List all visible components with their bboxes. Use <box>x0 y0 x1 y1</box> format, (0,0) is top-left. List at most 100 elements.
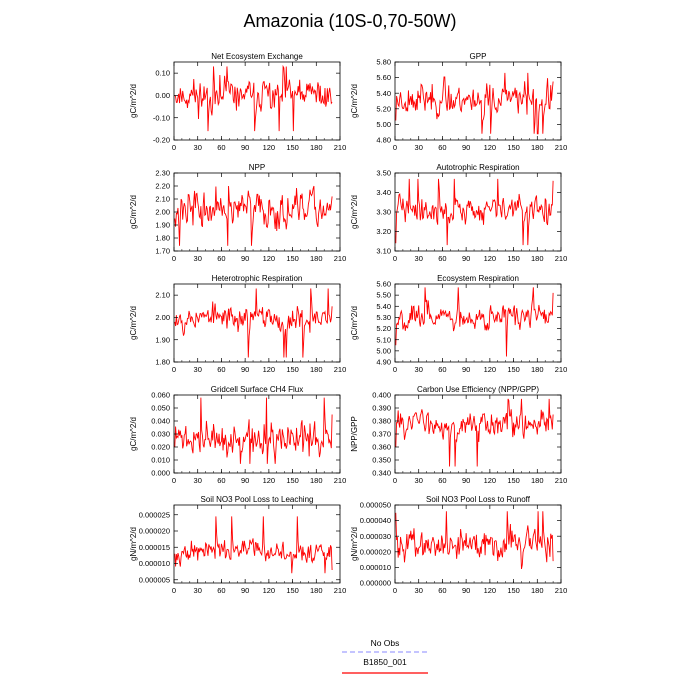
y-axis-label-net-ecosystem-exchange: gC/m^2/d <box>129 84 138 118</box>
y-tick-label-heterotrophic-respiration: 1.80 <box>155 358 170 367</box>
x-tick-label-carbon-use-efficiency-npp-gpp: 0 <box>393 476 397 485</box>
x-tick-label-gpp: 180 <box>531 143 544 152</box>
y-tick-label-carbon-use-efficiency-npp-gpp: 0.360 <box>372 443 391 452</box>
panel-title-net-ecosystem-exchange: Net Ecosystem Exchange <box>211 52 303 61</box>
x-tick-label-soil-no3-pool-loss-to-runoff: 90 <box>462 586 470 595</box>
panel-gpp: GPP gC/m^2/d 0 30 60 90 120 150 180 210 4.80 5.00 5.… <box>350 52 567 152</box>
series-line-b1850-001-net-ecosystem-exchange <box>174 64 333 132</box>
x-tick-label-autotrophic-respiration: 210 <box>555 254 568 263</box>
y-axis-label-heterotrophic-respiration: gC/m^2/d <box>129 306 138 340</box>
x-tick-label-gridcell-surface-ch4-flux: 60 <box>217 476 225 485</box>
y-tick-label-gpp: 5.20 <box>376 104 391 113</box>
x-tick-label-gridcell-surface-ch4-flux: 210 <box>334 476 347 485</box>
y-tick-label-carbon-use-efficiency-npp-gpp: 0.390 <box>372 404 391 413</box>
x-tick-label-carbon-use-efficiency-npp-gpp: 120 <box>484 476 497 485</box>
x-tick-label-npp: 0 <box>172 254 176 263</box>
x-tick-label-soil-no3-pool-loss-to-runoff: 180 <box>531 586 544 595</box>
plot-frame-soil-no3-pool-loss-to-leaching <box>173 504 341 584</box>
x-tick-label-npp: 180 <box>310 254 323 263</box>
y-tick-label-gridcell-surface-ch4-flux: 0.010 <box>151 456 170 465</box>
x-tick-label-autotrophic-respiration: 90 <box>462 254 470 263</box>
x-tick-label-soil-no3-pool-loss-to-runoff: 60 <box>438 586 446 595</box>
series-line-b1850-001-soil-no3-pool-loss-to-leaching <box>174 516 333 574</box>
series-line-b1850-001-carbon-use-efficiency-npp-gpp <box>395 398 554 467</box>
y-tick-label-ecosystem-respiration: 5.60 <box>376 280 391 289</box>
y-tick-label-net-ecosystem-exchange: 0.00 <box>155 91 170 100</box>
series-line-b1850-001-heterotrophic-respiration <box>174 288 333 358</box>
x-tick-label-autotrophic-respiration: 180 <box>531 254 544 263</box>
plot-frame-soil-no3-pool-loss-to-runoff <box>394 504 562 584</box>
series-line-b1850-001-gpp <box>395 72 554 135</box>
x-tick-label-gpp: 90 <box>462 143 470 152</box>
y-tick-label-ecosystem-respiration: 5.40 <box>376 302 391 311</box>
x-tick-label-npp: 210 <box>334 254 347 263</box>
y-tick-label-soil-no3-pool-loss-to-leaching: 0.000015 <box>139 543 170 552</box>
panel-soil-no3-pool-loss-to-runoff: Soil NO3 Pool Loss to Runoff gN/m^2/d 0 30 6… <box>350 495 567 595</box>
y-tick-label-gridcell-surface-ch4-flux: 0.000 <box>151 469 170 478</box>
y-tick-label-ecosystem-respiration: 5.10 <box>376 335 391 344</box>
x-tick-label-gpp: 30 <box>415 143 423 152</box>
x-tick-label-gpp: 120 <box>484 143 497 152</box>
y-tick-label-soil-no3-pool-loss-to-runoff: 0.000000 <box>360 579 391 588</box>
y-tick-label-ecosystem-respiration: 5.00 <box>376 346 391 355</box>
y-axis-label-soil-no3-pool-loss-to-runoff: gN/m^2/d <box>350 527 359 561</box>
y-tick-label-ecosystem-respiration: 5.20 <box>376 324 391 333</box>
y-tick-label-soil-no3-pool-loss-to-leaching: 0.000020 <box>139 527 170 536</box>
panel-title-npp: NPP <box>249 163 265 172</box>
y-tick-label-autotrophic-respiration: 3.20 <box>376 227 391 236</box>
panel-gridcell-surface-ch4-flux: Gridcell Surface CH4 Flux gC/m^2/d 0 30 60 90… <box>129 385 346 485</box>
x-tick-label-heterotrophic-respiration: 120 <box>263 365 276 374</box>
x-tick-label-ecosystem-respiration: 210 <box>555 365 568 374</box>
x-tick-label-soil-no3-pool-loss-to-leaching: 60 <box>217 586 225 595</box>
y-tick-label-gpp: 4.80 <box>376 136 391 145</box>
x-tick-label-soil-no3-pool-loss-to-leaching: 120 <box>263 586 276 595</box>
panel-grid: Net Ecosystem Exchange gC/m^2/d 0 30 60 90 120… <box>129 52 567 595</box>
x-tick-label-ecosystem-respiration: 120 <box>484 365 497 374</box>
x-tick-label-ecosystem-respiration: 150 <box>507 365 520 374</box>
x-tick-label-ecosystem-respiration: 0 <box>393 365 397 374</box>
series-line-b1850-001-autotrophic-respiration <box>395 178 554 246</box>
x-tick-label-soil-no3-pool-loss-to-leaching: 0 <box>172 586 176 595</box>
panel-title-gpp: GPP <box>470 52 487 61</box>
y-tick-label-carbon-use-efficiency-npp-gpp: 0.400 <box>372 391 391 400</box>
x-tick-label-carbon-use-efficiency-npp-gpp: 210 <box>555 476 568 485</box>
x-tick-label-heterotrophic-respiration: 180 <box>310 365 323 374</box>
y-tick-label-autotrophic-respiration: 3.10 <box>376 247 391 256</box>
x-tick-label-npp: 60 <box>217 254 225 263</box>
x-tick-label-gridcell-surface-ch4-flux: 150 <box>286 476 299 485</box>
y-tick-label-gridcell-surface-ch4-flux: 0.030 <box>151 430 170 439</box>
y-tick-label-soil-no3-pool-loss-to-runoff: 0.000050 <box>360 501 391 510</box>
y-axis-label-autotrophic-respiration: gC/m^2/d <box>350 195 359 229</box>
x-tick-label-net-ecosystem-exchange: 0 <box>172 143 176 152</box>
x-tick-label-soil-no3-pool-loss-to-leaching: 210 <box>334 586 347 595</box>
y-tick-label-gpp: 5.60 <box>376 73 391 82</box>
panel-title-gridcell-surface-ch4-flux: Gridcell Surface CH4 Flux <box>211 385 303 394</box>
x-tick-label-gridcell-surface-ch4-flux: 120 <box>263 476 276 485</box>
x-tick-label-net-ecosystem-exchange: 210 <box>334 143 347 152</box>
x-tick-label-ecosystem-respiration: 90 <box>462 365 470 374</box>
x-tick-label-heterotrophic-respiration: 30 <box>194 365 202 374</box>
y-tick-label-heterotrophic-respiration: 1.90 <box>155 335 170 344</box>
y-tick-label-ecosystem-respiration: 4.90 <box>376 358 391 367</box>
x-tick-label-gpp: 150 <box>507 143 520 152</box>
y-tick-label-net-ecosystem-exchange: 0.10 <box>155 69 170 78</box>
x-tick-label-heterotrophic-respiration: 0 <box>172 365 176 374</box>
x-tick-label-soil-no3-pool-loss-to-runoff: 150 <box>507 586 520 595</box>
x-tick-label-autotrophic-respiration: 0 <box>393 254 397 263</box>
x-tick-label-heterotrophic-respiration: 210 <box>334 365 347 374</box>
y-tick-label-ecosystem-respiration: 5.50 <box>376 291 391 300</box>
y-tick-label-npp: 2.30 <box>155 169 170 178</box>
x-tick-label-npp: 90 <box>241 254 249 263</box>
y-tick-label-npp: 2.00 <box>155 208 170 217</box>
panel-title-carbon-use-efficiency-npp-gpp: Carbon Use Efficiency (NPP/GPP) <box>417 385 539 394</box>
y-tick-label-soil-no3-pool-loss-to-runoff: 0.000010 <box>360 563 391 572</box>
y-tick-label-soil-no3-pool-loss-to-leaching: 0.000025 <box>139 510 170 519</box>
panel-title-ecosystem-respiration: Ecosystem Respiration <box>437 274 519 283</box>
y-tick-label-npp: 2.10 <box>155 195 170 204</box>
y-tick-label-gpp: 5.00 <box>376 120 391 129</box>
x-tick-label-soil-no3-pool-loss-to-runoff: 120 <box>484 586 497 595</box>
panel-carbon-use-efficiency-npp-gpp: Carbon Use Efficiency (NPP/GPP) NPP/GPP 0 3… <box>350 385 567 485</box>
y-tick-label-gridcell-surface-ch4-flux: 0.040 <box>151 417 170 426</box>
x-tick-label-carbon-use-efficiency-npp-gpp: 90 <box>462 476 470 485</box>
